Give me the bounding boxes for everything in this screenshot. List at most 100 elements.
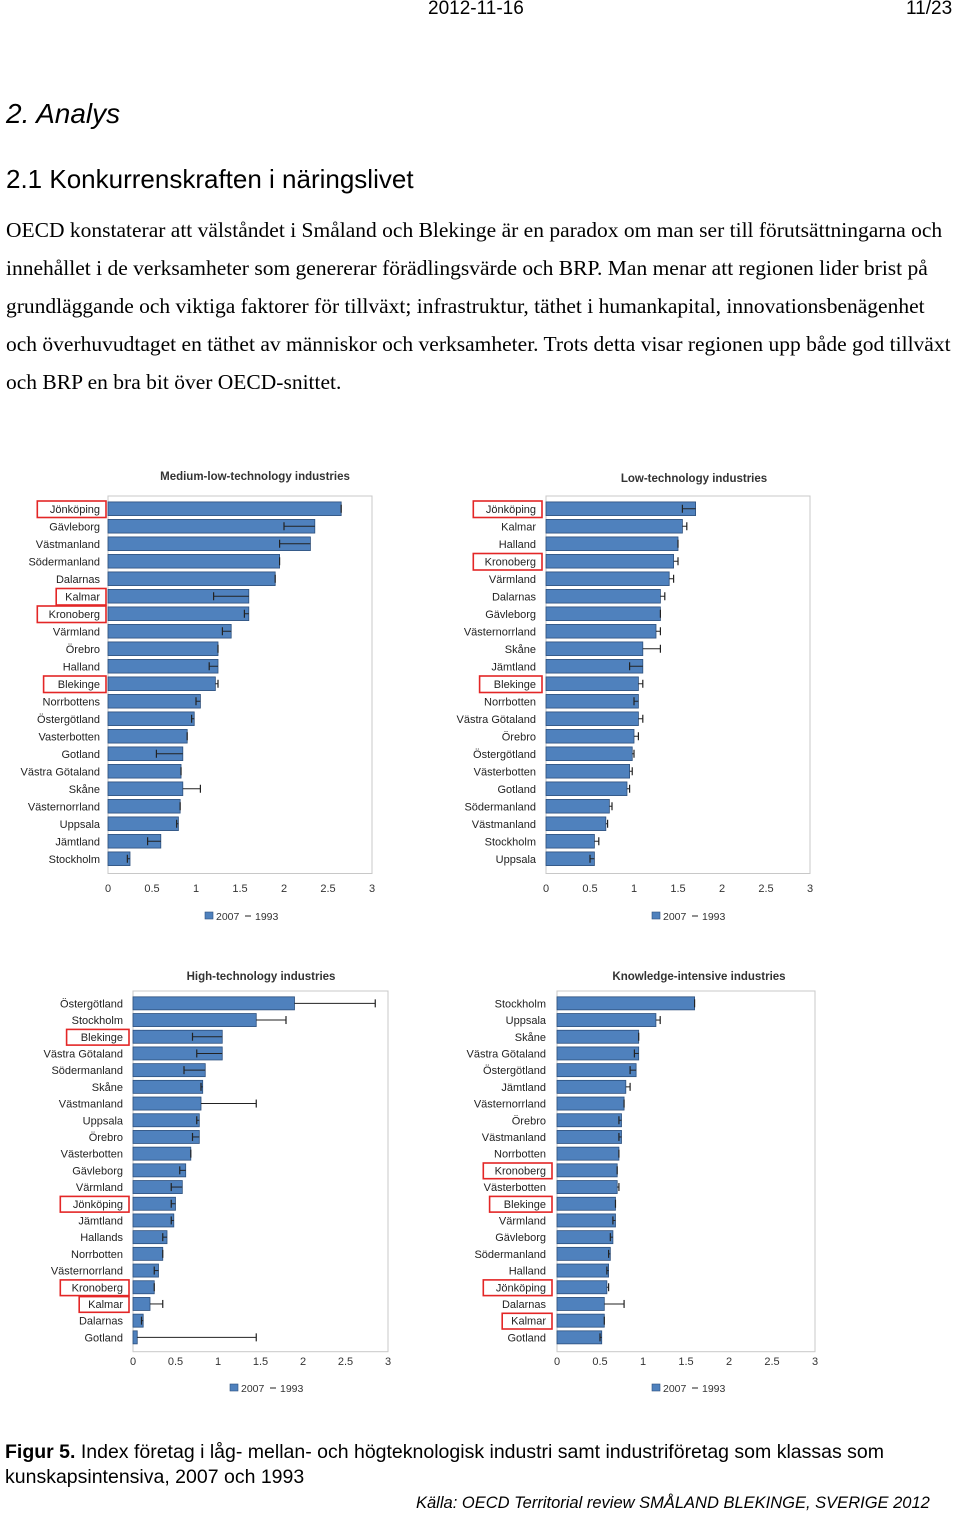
category-label: Stockholm bbox=[495, 998, 546, 1010]
category-label: Västernorrland bbox=[51, 1266, 123, 1278]
bar-2007 bbox=[107, 659, 219, 674]
bar-2007 bbox=[545, 641, 644, 656]
figure-source: Källa: OECD Territorial review SMÅLAND B… bbox=[416, 1494, 930, 1512]
body-paragraph: OECD konstaterar att välståndet i Smålan… bbox=[6, 218, 951, 394]
highlight-box bbox=[36, 605, 107, 624]
category-label: Jönköping bbox=[486, 504, 536, 516]
x-tick-label: 0 bbox=[130, 1356, 136, 1368]
x-tick-label: 0 bbox=[554, 1356, 560, 1368]
category-label: Örebro bbox=[512, 1115, 546, 1127]
bar-2007 bbox=[107, 851, 131, 866]
bar-2007 bbox=[556, 1113, 622, 1128]
category-label: Norrbotten bbox=[484, 696, 536, 708]
bar-2007 bbox=[556, 1313, 605, 1328]
bar-2007 bbox=[132, 1013, 257, 1027]
category-label: Kronoberg bbox=[495, 1165, 546, 1177]
x-tick-label: 1 bbox=[215, 1356, 221, 1368]
figure-caption-text: Index företag i låg- mellan- och högtekn… bbox=[5, 1441, 884, 1488]
bar-2007 bbox=[556, 1013, 657, 1027]
category-label: Gotland bbox=[497, 784, 536, 796]
category-label: Blekinge bbox=[81, 1032, 123, 1044]
figure-label: Figur 5. bbox=[5, 1441, 76, 1463]
category-label: Gotland bbox=[84, 1332, 123, 1344]
highlight-box bbox=[55, 587, 107, 606]
bar-2007 bbox=[556, 1330, 603, 1345]
highlight-box bbox=[59, 1195, 130, 1213]
category-label: Jämtland bbox=[78, 1215, 123, 1227]
category-label: Kalmar bbox=[65, 591, 100, 603]
bar-2007 bbox=[107, 711, 195, 726]
category-label: Östergötland bbox=[473, 749, 536, 761]
category-label: Kalmar bbox=[501, 521, 536, 533]
bar-2007 bbox=[107, 729, 188, 744]
highlight-box bbox=[36, 500, 107, 519]
bar-2007 bbox=[132, 996, 295, 1011]
x-tick-label: 2 bbox=[726, 1356, 732, 1368]
bar-2007 bbox=[132, 1146, 192, 1161]
category-label: Östergötland bbox=[60, 998, 123, 1010]
bar-2007 bbox=[107, 799, 181, 814]
bar-2007 bbox=[107, 501, 342, 516]
category-label: Uppsala bbox=[83, 1115, 124, 1127]
bar-2007 bbox=[132, 1280, 155, 1295]
category-label: Jämtland bbox=[501, 1082, 546, 1094]
legend-label-1993: 1993 bbox=[702, 911, 726, 923]
category-label: Gävleborg bbox=[72, 1165, 123, 1177]
bar-2007 bbox=[545, 536, 679, 551]
category-label: Gotland bbox=[507, 1332, 546, 1344]
category-label: Örebro bbox=[66, 644, 100, 656]
bar-2007 bbox=[107, 606, 250, 621]
bar-2007 bbox=[556, 1297, 605, 1311]
bar-2007 bbox=[556, 996, 696, 1011]
category-label: Gävleborg bbox=[485, 609, 536, 621]
bar-2007 bbox=[556, 1096, 625, 1111]
legend-label-2007: 2007 bbox=[663, 1383, 687, 1395]
category-label: Västerbotten bbox=[474, 766, 536, 778]
category-label: Halland bbox=[509, 1266, 546, 1278]
figure-charts: Medium-low-technology industries 0 0.5 1 1.5… bbox=[21, 471, 819, 1395]
bar-2007 bbox=[545, 781, 628, 796]
category-label: Västmanland bbox=[36, 539, 100, 551]
bar-2007 bbox=[556, 1246, 611, 1261]
bar-2007 bbox=[545, 711, 639, 726]
x-tick-label: 1 bbox=[193, 883, 199, 895]
bar-2007 bbox=[545, 624, 657, 639]
category-label: Halland bbox=[63, 661, 100, 673]
bar-2007 bbox=[545, 799, 610, 814]
category-label: Stockholm bbox=[485, 836, 536, 848]
category-label: Gotland bbox=[61, 749, 100, 761]
category-label: Blekinge bbox=[494, 679, 536, 691]
category-label: Värmland bbox=[489, 574, 536, 586]
highlight-box bbox=[478, 675, 543, 694]
bar-2007 bbox=[107, 781, 184, 796]
category-label: Norrbotten bbox=[494, 1149, 546, 1161]
highlight-box bbox=[482, 1279, 553, 1297]
category-label: Västernorrland bbox=[474, 1099, 546, 1111]
x-tick-label: 2 bbox=[281, 883, 287, 895]
legend-label-1993: 1993 bbox=[255, 911, 279, 923]
highlight-box bbox=[59, 1279, 130, 1297]
category-label: Kronoberg bbox=[72, 1282, 123, 1294]
bar-2007 bbox=[545, 764, 630, 779]
category-label: Halland bbox=[499, 539, 536, 551]
legend-label-2007: 2007 bbox=[216, 911, 240, 923]
category-label: Uppsala bbox=[506, 1015, 547, 1027]
category-label: Stockholm bbox=[49, 854, 100, 866]
category-label: Västra Götaland bbox=[21, 766, 101, 778]
x-tick-label: 2.5 bbox=[320, 883, 335, 895]
category-label: Stockholm bbox=[72, 1015, 123, 1027]
highlight-box bbox=[65, 1028, 130, 1046]
bar-2007 bbox=[107, 694, 201, 709]
category-label: Västra Götaland bbox=[457, 714, 537, 726]
chart-title: Knowledge-intensive industries bbox=[612, 971, 785, 983]
x-tick-label: 2.5 bbox=[338, 1356, 353, 1368]
x-tick-label: 3 bbox=[807, 883, 813, 895]
category-label: Jönköping bbox=[73, 1199, 123, 1211]
x-tick-label: 0 bbox=[543, 883, 549, 895]
header-date: 2012-11-16 bbox=[428, 0, 524, 19]
x-tick-label: 0 bbox=[105, 883, 111, 895]
bar-2007 bbox=[132, 1163, 187, 1178]
category-label: Södermanland bbox=[51, 1065, 123, 1077]
category-label: Kronoberg bbox=[49, 609, 100, 621]
subsection-heading: 2.1 Konkurrenskraften i näringslivet bbox=[6, 164, 414, 194]
